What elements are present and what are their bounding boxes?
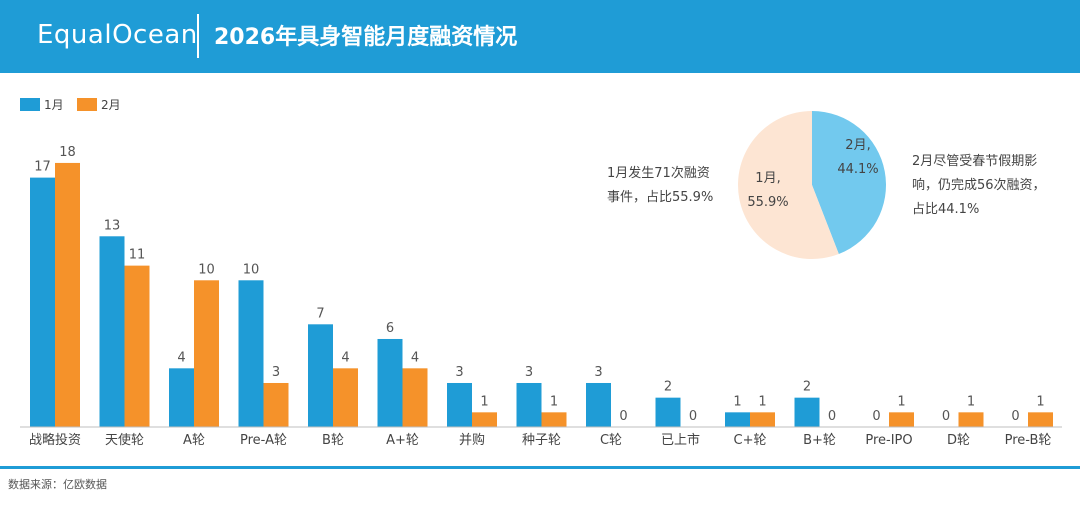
page-title: 2026年具身智能月度融资情况 bbox=[214, 25, 518, 50]
bar-value-2-7: 1 bbox=[550, 394, 558, 409]
header-divider bbox=[197, 14, 199, 58]
bar-2-4 bbox=[333, 368, 358, 427]
bar-value-2-6: 1 bbox=[480, 394, 488, 409]
legend-swatch-2 bbox=[77, 98, 97, 111]
jan-annotation-line1: 1月发生71次融资 bbox=[607, 166, 710, 181]
bar-value-1-5: 6 bbox=[386, 321, 394, 336]
x-tick-label-13: D轮 bbox=[947, 433, 970, 448]
bar-value-2-11: 0 bbox=[828, 409, 836, 424]
bar-2-7 bbox=[541, 412, 567, 427]
bar-2-6 bbox=[472, 412, 497, 427]
bar-1-2 bbox=[169, 368, 194, 427]
bar-2-5 bbox=[402, 368, 428, 427]
x-tick-label-11: B+轮 bbox=[803, 433, 836, 448]
jan-annotation-line2: 事件，占比55.9% bbox=[607, 190, 714, 205]
feb-annotation-line2: 响，仍完成56次融资， bbox=[912, 178, 1046, 193]
bar-2-14 bbox=[1028, 412, 1053, 427]
legend-label-2: 2月 bbox=[101, 98, 121, 112]
x-tick-label-7: 种子轮 bbox=[522, 433, 561, 448]
pie-slice-jan bbox=[738, 111, 839, 259]
bar-value-1-2: 4 bbox=[177, 350, 185, 365]
bar-value-2-5: 4 bbox=[411, 350, 419, 365]
bar-value-1-10: 1 bbox=[733, 394, 741, 409]
bar-value-2-2: 10 bbox=[198, 262, 215, 277]
bar-1-6 bbox=[447, 382, 472, 427]
bar-value-1-3: 10 bbox=[243, 262, 260, 277]
bar-value-1-13: 0 bbox=[942, 409, 950, 424]
bar-1-11 bbox=[794, 397, 820, 427]
bar-value-1-12: 0 bbox=[872, 409, 880, 424]
x-tick-label-3: Pre-A轮 bbox=[240, 433, 287, 448]
bar-1-3 bbox=[238, 280, 264, 427]
bar-value-1-0: 17 bbox=[34, 160, 51, 175]
bar-value-2-1: 11 bbox=[129, 248, 146, 263]
bar-value-1-9: 2 bbox=[664, 380, 672, 395]
bar-value-2-14: 1 bbox=[1036, 394, 1044, 409]
bar-1-4 bbox=[308, 324, 333, 427]
feb-annotation: 2月尽管受春节假期影 响，仍完成56次融资， 占比44.1% bbox=[912, 150, 1046, 222]
bar-value-2-8: 0 bbox=[619, 409, 627, 424]
x-tick-label-8: C轮 bbox=[600, 433, 622, 448]
x-tick-label-5: A+轮 bbox=[386, 433, 419, 448]
bar-2-10 bbox=[750, 412, 775, 427]
bar-1-9 bbox=[655, 397, 681, 427]
bar-value-1-8: 3 bbox=[594, 365, 602, 380]
bar-2-2 bbox=[194, 280, 219, 427]
pie-chart: 2月, 44.1% 1月, 55.9% bbox=[738, 111, 886, 259]
x-axis-labels: 战略投资 天使轮 A轮 Pre-A轮 B轮 A+轮 并购 种子轮 C轮 已上市 C+轮 B+轮 Pre-… bbox=[29, 432, 1051, 448]
legend-label-1: 1月 bbox=[44, 98, 64, 112]
bar-value-1-4: 7 bbox=[316, 306, 324, 321]
footer-divider bbox=[0, 466, 1080, 469]
bar-value-2-0: 18 bbox=[59, 145, 76, 160]
bar-value-1-1: 13 bbox=[104, 218, 121, 233]
x-tick-label-12: Pre-IPO bbox=[865, 433, 912, 448]
bar-value-2-4: 4 bbox=[341, 350, 349, 365]
x-tick-label-10: C+轮 bbox=[734, 433, 767, 448]
equalocean-logo: EqualOcean bbox=[37, 20, 198, 50]
bar-value-2-10: 1 bbox=[758, 394, 766, 409]
x-tick-label-0: 战略投资 bbox=[29, 432, 81, 448]
x-tick-label-1: 天使轮 bbox=[105, 432, 144, 448]
bar-2-13 bbox=[958, 412, 984, 427]
x-tick-label-14: Pre-B轮 bbox=[1005, 433, 1052, 448]
bar-1-10 bbox=[725, 412, 750, 427]
header-bar: EqualOcean 2026年具身智能月度融资情况 bbox=[0, 0, 1080, 73]
data-source: 数据来源：亿欧数据 bbox=[8, 478, 107, 491]
x-tick-label-6: 并购 bbox=[459, 432, 485, 448]
bar-1-1 bbox=[99, 236, 125, 427]
bar-value-1-11: 2 bbox=[803, 380, 811, 395]
bar-value-1-6: 3 bbox=[455, 365, 463, 380]
x-tick-label-4: B轮 bbox=[322, 433, 344, 448]
pie-slice-feb bbox=[812, 111, 886, 254]
bar-value-1-7: 3 bbox=[525, 365, 533, 380]
x-tick-label-9: 已上市 bbox=[661, 432, 700, 448]
bar-2-1 bbox=[124, 265, 150, 427]
pie-label-feb-pct: 44.1% bbox=[837, 162, 878, 177]
bar-value-2-12: 1 bbox=[897, 394, 905, 409]
jan-annotation: 1月发生71次融资 事件，占比55.9% bbox=[607, 162, 713, 210]
x-tick-label-2: A轮 bbox=[183, 433, 205, 448]
bar-value-2-13: 1 bbox=[967, 394, 975, 409]
bar-1-0 bbox=[30, 177, 55, 427]
pie-label-feb-name: 2月, bbox=[845, 138, 870, 153]
feb-annotation-line3: 占比44.1% bbox=[912, 202, 980, 217]
bar-value-1-14: 0 bbox=[1011, 409, 1019, 424]
feb-annotation-line1: 2月尽管受春节假期影 bbox=[912, 154, 1038, 169]
bar-1-8 bbox=[586, 382, 611, 427]
bar-2-12 bbox=[889, 412, 914, 427]
bar-value-2-3: 3 bbox=[272, 365, 280, 380]
pie-label-jan-pct: 55.9% bbox=[747, 195, 788, 210]
bar-2-3 bbox=[263, 382, 289, 427]
legend-swatch-1 bbox=[20, 98, 40, 111]
bar-1-7 bbox=[516, 382, 542, 427]
bar-1-5 bbox=[377, 338, 403, 427]
pie-label-jan-name: 1月, bbox=[755, 171, 780, 186]
bar-value-2-9: 0 bbox=[689, 409, 697, 424]
chart-legend: 1月 2月 bbox=[20, 98, 121, 112]
bar-2-0 bbox=[55, 162, 80, 427]
